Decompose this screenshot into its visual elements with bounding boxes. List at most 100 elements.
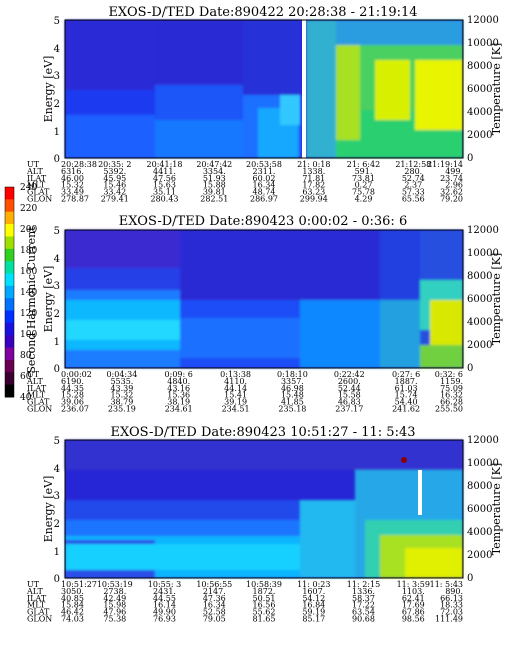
panel-2-ytick-5: 5 <box>54 226 60 237</box>
ephemeris-value: 2431. <box>153 587 176 596</box>
panel-1-ytick-2: 2 <box>54 99 60 110</box>
ephemeris-value: 2147. <box>203 587 226 596</box>
colorbar-tick: 120 <box>20 309 37 319</box>
ephemeris-value: 0:22:42 <box>334 370 365 379</box>
ephemeris-value: 10:53:19 <box>97 580 133 589</box>
ephemeris-value: 10:56:55 <box>196 580 232 589</box>
ephemeris-value: 58.37 <box>352 594 375 603</box>
colorbar-block <box>5 335 14 349</box>
ephemeris-row-label: ILAT <box>27 384 47 393</box>
panel-2-y2tick-0: 0 <box>467 363 473 374</box>
ephemeris-value: 3050. <box>61 587 84 596</box>
ephemeris-value: 44.14 <box>224 384 247 393</box>
ephemeris-value: 15.36 <box>167 391 190 400</box>
panel-3-title: EXOS-D/TED Date:890423 10:51:27 - 11: 5:… <box>111 425 416 440</box>
ephemeris-value: 67.86 <box>402 608 425 617</box>
colorbar-tick: 140 <box>20 288 37 298</box>
ephemeris-value: 47.96 <box>103 608 126 617</box>
ephemeris-value: 21:19:14 <box>427 160 463 169</box>
ephemeris-value: 234.61 <box>165 405 193 414</box>
ephemeris-value: 1887. <box>395 377 418 386</box>
ephemeris-value: 11: 2:15 <box>347 580 380 589</box>
colorbar-block <box>5 384 14 398</box>
ephemeris-value: 235.18 <box>278 405 306 414</box>
colorbar-blocks <box>4 186 15 398</box>
ephemeris-row-label: GLAT <box>27 398 50 407</box>
ephemeris-value: 4.29 <box>355 195 373 204</box>
panel-2-y2tick-2: 4000 <box>467 317 492 328</box>
ephemeris-value: 74.03 <box>61 615 84 624</box>
panel-3: EXOS-D/TED Date:890423 10:51:27 - 11: 5:… <box>26 425 503 624</box>
ephemeris-value: 255.50 <box>435 405 463 414</box>
ephemeris-value: 39.19 <box>224 398 247 407</box>
ephemeris-value: 0:04:34 <box>106 370 137 379</box>
ephemeris-value: 38.19 <box>167 398 190 407</box>
ephemeris-row-label: ALT <box>26 377 43 386</box>
colorbar-tick: 220 <box>20 204 37 214</box>
ephemeris-value: 4840. <box>167 377 190 386</box>
panel-2-y2-ticks: 0 2000 4000 6000 8000 10000 12000 <box>467 225 499 374</box>
ephemeris-value: 54.12 <box>302 594 325 603</box>
ephemeris-value: 85.17 <box>302 615 325 624</box>
panel-3-y2-ticks: 0 2000 4000 6000 8000 10000 12000 <box>467 435 499 584</box>
panel-3-y2tick-4: 8000 <box>467 481 492 492</box>
ephemeris-value: 18.33 <box>440 601 463 610</box>
ephemeris-value: 33.42 <box>103 188 126 197</box>
ephemeris-value: 32.62 <box>440 188 463 197</box>
ephemeris-value: 5535. <box>110 377 133 386</box>
ephemeris-value: 33.49 <box>61 188 84 197</box>
ephemeris-value: 0:18:10 <box>277 370 308 379</box>
panel-1-y2tick-0: 0 <box>467 153 473 164</box>
ephemeris-value: 6190. <box>61 377 84 386</box>
ephemeris-value: 43.39 <box>110 384 133 393</box>
ephemeris-value: 46.98 <box>281 384 304 393</box>
panel-3-y2tick-1: 2000 <box>467 550 492 561</box>
colorbar: Second Harmonic Current 40 60 80 100 120 140 1… <box>4 183 38 403</box>
ephemeris-value: 49.90 <box>153 608 176 617</box>
ephemeris-value: 45.95 <box>103 174 126 183</box>
ephemeris-value: 72.03 <box>440 608 463 617</box>
ephemeris-value: 11: 5:43 <box>430 580 463 589</box>
panel-3-ytick-1: 1 <box>54 547 60 558</box>
ephemeris-value: 16.34 <box>253 181 276 190</box>
ephemeris-value: 299.94 <box>300 195 328 204</box>
panel-2-ytick-4: 4 <box>54 254 60 265</box>
ephemeris-value: 1607. <box>302 587 325 596</box>
ephemeris-value: 16.14 <box>153 601 176 610</box>
ephemeris-value: 66.28 <box>440 398 463 407</box>
panel-1-spectrogram <box>64 19 464 159</box>
ephemeris-value: 17.22 <box>352 601 375 610</box>
ephemeris-row-label: UT <box>27 580 40 589</box>
panel-1-y2tick-3: 6000 <box>467 84 492 95</box>
panel-1-y2-ticks: 0 2000 4000 6000 8000 10000 12000 <box>467 15 499 164</box>
ephemeris-value: 0.27 <box>355 181 373 190</box>
ephemeris-value: 4110. <box>224 377 247 386</box>
ephemeris-row-label: ALT <box>26 587 43 596</box>
ephemeris-value: 54.40 <box>395 398 418 407</box>
ephemeris-value: 42.49 <box>103 594 126 603</box>
colorbar-block <box>5 187 14 200</box>
colorbar-block <box>5 347 14 361</box>
ephemeris-value: 52.44 <box>338 384 361 393</box>
ephemeris-value: 3354. <box>203 167 226 176</box>
ephemeris-row-label: MLT <box>27 601 46 610</box>
colorbar-block <box>5 310 14 324</box>
ephemeris-value: 6316. <box>61 167 84 176</box>
colorbar-block <box>5 298 14 312</box>
ephemeris-value: 46.83 <box>338 398 361 407</box>
ephemeris-value: 20:35: 2 <box>98 160 131 169</box>
ephemeris-row-label: GLON <box>27 405 52 414</box>
ephemeris-value: 15.32 <box>61 181 84 190</box>
ephemeris-value: 40.85 <box>61 594 84 603</box>
ephemeris-value: 21: 0:18 <box>297 160 330 169</box>
ephemeris-row-label: GLAT <box>27 188 50 197</box>
ephemeris-value: 66.13 <box>440 594 463 603</box>
colorbar-ticks: 40 60 80 100 120 140 160 180 200 220 240 <box>20 183 37 403</box>
panel-1-ytick-4: 4 <box>54 44 60 55</box>
panel-2-y2tick-3: 6000 <box>467 294 492 305</box>
panel-1-ytick-5: 5 <box>54 16 60 27</box>
ephemeris-value: 41.85 <box>281 398 304 407</box>
ephemeris-value: 10:58:39 <box>246 580 282 589</box>
ephemeris-row-label: GLAT <box>27 608 50 617</box>
colorbar-tick: 180 <box>20 246 37 256</box>
